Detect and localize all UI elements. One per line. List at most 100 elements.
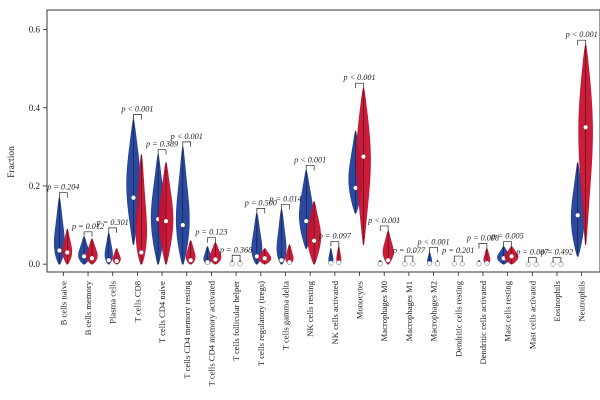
median-point: [205, 259, 210, 265]
category-label: B cells naive: [58, 281, 68, 326]
median-point: [89, 255, 95, 261]
y-tick-label: 0.2: [29, 181, 40, 191]
median-point: [451, 261, 457, 267]
category-label: Plasma cells: [108, 280, 118, 323]
p-value-label: p < 0.001: [170, 132, 203, 141]
y-tick-label: 0.0: [29, 259, 41, 269]
category-label: T cells CD4 memory activated: [206, 280, 216, 386]
median-point: [385, 257, 391, 263]
p-value-label: p = 0.500: [244, 198, 277, 207]
median-point: [377, 261, 383, 267]
median-point: [575, 212, 581, 218]
median-point: [106, 257, 112, 263]
significance-bracket: [108, 227, 118, 233]
median-point: [114, 258, 120, 264]
plot-frame: [46, 9, 600, 273]
significance-bracket: [305, 164, 315, 171]
p-value-label: p = 0.012: [71, 222, 104, 231]
median-point: [361, 154, 366, 160]
category-label: Mast cells activated: [527, 280, 537, 349]
significance-bracket: [429, 247, 438, 253]
median-point: [328, 260, 334, 266]
x-axis: B cells naive B cells memory Plasma cells T…: [58, 272, 587, 386]
median-point: [476, 261, 482, 267]
median-point: [64, 249, 70, 255]
p-value-label: p < 0.001: [565, 30, 598, 39]
significance-bracket: [207, 237, 216, 243]
p-value-label: p = 0.005: [491, 232, 524, 241]
p-value-label: p < 0.001: [416, 237, 449, 246]
p-value-label: p = 0.301: [96, 218, 129, 227]
p-value-label: p = 0.077: [392, 246, 426, 255]
median-point: [459, 261, 465, 267]
median-point: [229, 261, 235, 267]
category-label: Macrophages M2: [429, 281, 439, 341]
median-point: [427, 260, 433, 266]
significance-bracket: [281, 204, 290, 210]
y-tick-label: 0.4: [29, 103, 41, 113]
significance-bracket: [83, 231, 93, 237]
category-label: T cells CD8: [132, 281, 142, 322]
p-value-label: p = 0.368: [219, 245, 252, 254]
category-label: Dendritic cells resting: [453, 280, 463, 357]
p-value-label: p = 0.204: [46, 183, 79, 192]
median-point: [311, 238, 317, 244]
significance-bracket: [379, 225, 389, 231]
median-point: [163, 218, 169, 224]
category-label: NK cells resting: [305, 280, 315, 337]
median-point: [303, 218, 309, 224]
category-label: Eosinophils: [552, 280, 562, 321]
median-point: [583, 124, 589, 130]
category-label: T cells gamma delta: [280, 281, 290, 350]
significance-bracket: [157, 149, 167, 155]
median-point: [56, 248, 62, 253]
p-value-label: p < 0.001: [342, 73, 375, 82]
category-label: T cells regulatory (tregs): [256, 281, 266, 366]
significance-bracket: [478, 243, 488, 249]
y-axis: 0.0 0.2 0.4 0.6: [29, 25, 47, 269]
p-value-label: p < 0.001: [293, 155, 326, 164]
category-label: Neutrophils: [577, 280, 587, 321]
category-label: B cells memory: [83, 280, 93, 335]
p-value-label: p < 0.001: [367, 216, 400, 225]
median-point: [237, 261, 243, 267]
median-point: [484, 260, 490, 266]
median-point: [402, 261, 408, 267]
median-point: [279, 257, 284, 263]
significance-bracket: [404, 255, 414, 262]
category-label: T cells CD4 naive: [157, 281, 167, 343]
y-axis-title: Fraction: [7, 146, 17, 178]
p-value-label: p < 0.001: [120, 104, 153, 113]
significance-bracket: [577, 39, 586, 46]
category-label: Monocytes: [355, 280, 365, 319]
median-point: [410, 261, 416, 267]
p-value-label: p = 0.389: [145, 140, 178, 149]
category-label: Mast cells resting: [503, 280, 513, 341]
median-point: [509, 253, 515, 259]
median-point: [336, 260, 342, 266]
significance-bracket: [527, 257, 537, 263]
significance-bracket: [59, 192, 68, 198]
p-value-label: p = 0.007: [515, 248, 549, 257]
category-label: T cells CD4 memory resting: [182, 280, 192, 378]
median-point: [81, 253, 87, 259]
category-label: NK cells activated: [330, 280, 340, 344]
p-value-label: p = 0.097: [318, 232, 352, 241]
median-point: [435, 261, 440, 267]
median-point: [180, 222, 186, 228]
median-point: [286, 259, 292, 265]
median-point: [188, 257, 194, 263]
significance-bracket: [133, 114, 142, 120]
median-point: [138, 249, 144, 255]
significance-bracket: [182, 141, 192, 147]
p-value-label: p = 0.201: [441, 246, 474, 255]
category-label: Macrophages M1: [404, 281, 414, 341]
median-point: [262, 255, 268, 261]
category-label: Macrophages M0: [379, 281, 389, 341]
category-label: Dendritic cells activated: [478, 280, 488, 364]
p-value-label: p = 0.492: [540, 248, 573, 257]
significance-bracket: [552, 257, 562, 263]
significance-bracket: [330, 241, 340, 247]
